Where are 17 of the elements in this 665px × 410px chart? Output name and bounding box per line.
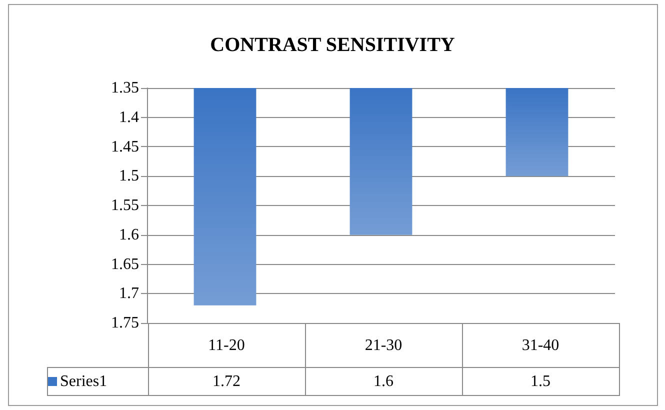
y-tick-label: 1.4 [119, 108, 139, 126]
y-tick-label: 1.35 [111, 80, 139, 96]
x-tick-label: 21-30 [305, 324, 462, 368]
data-label: 1.6 [305, 368, 462, 396]
y-tick-label: 1.65 [111, 256, 139, 273]
x-tick-label: 11-20 [148, 324, 305, 368]
x-tick-label: 31-40 [462, 324, 619, 368]
data-label: 1.5 [462, 368, 619, 396]
y-tick-label: 1.6 [119, 226, 139, 244]
chart-title: CONTRAST SENSITIVITY [210, 34, 456, 56]
y-tick-label: 1.55 [111, 197, 139, 214]
legend-label: Series1 [48, 368, 148, 396]
y-tick-label: 1.75 [111, 314, 139, 332]
y-tick-label: 1.7 [119, 285, 139, 302]
y-tick-label: 1.45 [111, 138, 139, 156]
data-label: 1.72 [148, 368, 305, 396]
y-tick-label: 1.5 [119, 168, 139, 185]
